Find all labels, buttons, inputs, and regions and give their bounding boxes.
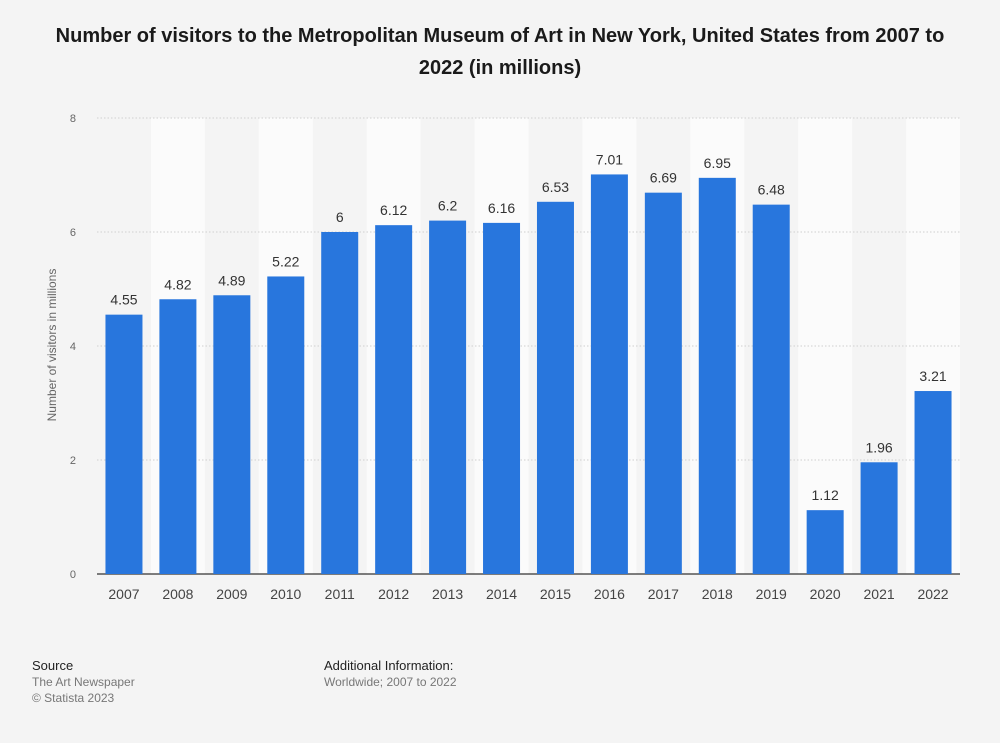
bar-2016[interactable]: [590, 174, 628, 574]
bar-2007[interactable]: [105, 314, 143, 574]
bar-2015[interactable]: [536, 201, 574, 575]
y-axis-title: Number of visitors in millions: [45, 269, 59, 422]
x-tick-label: 2013: [432, 586, 463, 602]
value-label: 6.95: [704, 155, 731, 171]
additional-info-block: Additional Information: Worldwide; 2007 …: [324, 658, 457, 690]
source-line-1: The Art Newspaper: [32, 675, 135, 689]
bar-2008[interactable]: [159, 299, 197, 574]
value-label: 1.12: [812, 487, 839, 503]
source-block: Source The Art Newspaper © Statista 2023: [32, 658, 135, 706]
bar-2022[interactable]: [914, 391, 952, 574]
value-label: 6.16: [488, 200, 515, 216]
bar-2018[interactable]: [698, 177, 736, 574]
x-tick-label: 2021: [864, 586, 895, 602]
x-tick-label: 2009: [216, 586, 247, 602]
value-label: 4.89: [218, 272, 245, 288]
value-label: 5.22: [272, 253, 299, 269]
value-labels: 4.55 4.82 4.89 5.22 6 6.12 6.2 6.16 6.53 7.01 6.69…: [110, 151, 947, 503]
value-label: 6.69: [650, 170, 677, 186]
y-tick-label: 2: [70, 455, 76, 467]
x-tick-label: 2012: [378, 586, 409, 602]
source-heading: Source: [32, 658, 74, 673]
bar-2017[interactable]: [644, 192, 682, 575]
bar-2011[interactable]: [321, 232, 359, 574]
x-tick-label: 2022: [917, 586, 948, 602]
source-line-2: © Statista 2023: [32, 691, 115, 705]
value-label: 6.12: [380, 202, 407, 218]
bar-2009[interactable]: [213, 295, 251, 574]
value-label: 6: [336, 209, 344, 225]
chart-title: Number of visitors to the Metropolitan M…: [55, 25, 945, 79]
x-tick-label: 2019: [756, 586, 787, 602]
bar-2010[interactable]: [267, 276, 305, 574]
x-tick-label: 2007: [108, 586, 139, 602]
value-label: 7.01: [596, 151, 623, 167]
value-label: 1.96: [865, 439, 892, 455]
value-label: 3.21: [919, 368, 946, 384]
x-tick-label: 2015: [540, 586, 571, 602]
y-tick-label: 0: [70, 569, 76, 581]
x-tick-label: 2016: [594, 586, 625, 602]
y-tick-label: 8: [70, 113, 76, 125]
additional-info-heading: Additional Information:: [324, 658, 454, 673]
value-label: 6.2: [438, 198, 458, 214]
value-label: 4.82: [164, 276, 191, 292]
y-tick-labels: 0 2 4 6 8: [70, 113, 76, 581]
bar-2013[interactable]: [429, 220, 467, 574]
bar-2019[interactable]: [752, 204, 790, 574]
bar-2014[interactable]: [483, 222, 521, 574]
x-tick-label: 2014: [486, 586, 517, 602]
value-label: 6.48: [758, 182, 785, 198]
x-tick-labels: 2007 2008 2009 2010 2011 2012 2013 2014 2015 2016…: [108, 586, 948, 602]
bars: [105, 174, 952, 575]
y-tick-label: 6: [70, 227, 76, 239]
x-tick-label: 2010: [270, 586, 301, 602]
x-tick-label: 2017: [648, 586, 679, 602]
x-tick-label: 2018: [702, 586, 733, 602]
additional-info-line-1: Worldwide; 2007 to 2022: [324, 675, 457, 689]
value-label: 6.53: [542, 179, 569, 195]
x-tick-label: 2020: [810, 586, 841, 602]
y-tick-label: 4: [70, 341, 76, 353]
bar-2012[interactable]: [375, 225, 413, 574]
bar-2020[interactable]: [806, 510, 844, 574]
x-tick-label: 2011: [325, 586, 355, 602]
x-tick-label: 2008: [162, 586, 193, 602]
value-label: 4.55: [110, 292, 137, 308]
bar-2021[interactable]: [860, 462, 898, 574]
